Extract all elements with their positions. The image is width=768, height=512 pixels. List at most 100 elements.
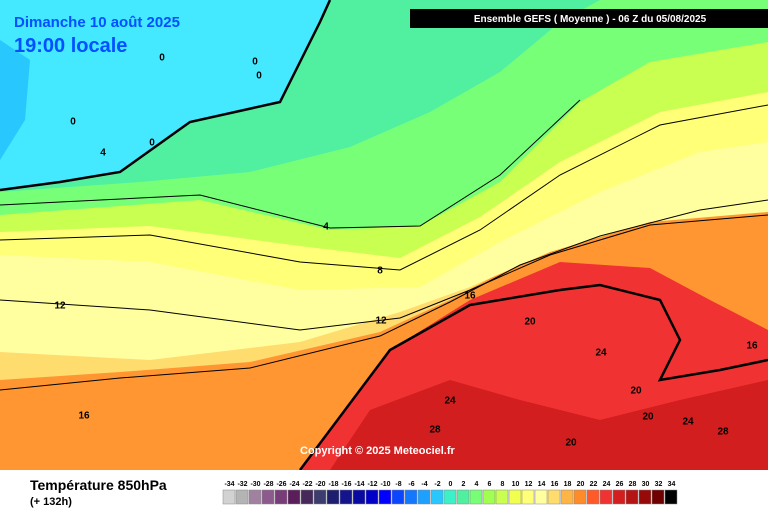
- legend-label: 4: [475, 481, 479, 488]
- header-box: [410, 9, 768, 28]
- hot-region: [330, 380, 768, 470]
- legend-swatch: [287, 489, 301, 505]
- legend-swatch: [651, 489, 665, 505]
- legend-swatch: [378, 489, 392, 505]
- legend-swatch: [456, 489, 470, 505]
- legend-swatch: [339, 489, 353, 505]
- contour-label: 0: [70, 117, 76, 128]
- run-info: Ensemble GEFS ( Moyenne ) - 06 Z du 05/0…: [474, 14, 707, 25]
- contour-label: 12: [54, 301, 66, 312]
- contour-label: 0: [149, 138, 155, 149]
- legend-swatch: [469, 489, 483, 505]
- contour-label: 8: [377, 266, 383, 277]
- legend-label: 28: [629, 481, 637, 488]
- legend-label: -20: [315, 481, 325, 488]
- legend-label: -30: [250, 481, 260, 488]
- legend-label: -32: [237, 481, 247, 488]
- contour-label: 20: [630, 386, 642, 397]
- legend-label: -4: [421, 481, 427, 488]
- legend-swatch: [365, 489, 379, 505]
- date-label: Dimanche 10 août 2025: [14, 14, 180, 31]
- legend-swatch: [443, 489, 457, 505]
- legend-swatch: [313, 489, 327, 505]
- contour-label: 20: [642, 412, 654, 423]
- legend-swatch: [417, 489, 431, 505]
- legend-label: -8: [395, 481, 401, 488]
- legend-label: -34: [224, 481, 234, 488]
- legend-label: -12: [367, 481, 377, 488]
- contour-label: 12: [375, 316, 387, 327]
- contour-label: 0: [252, 57, 258, 68]
- legend-label: 22: [590, 481, 598, 488]
- legend-label: 18: [564, 481, 572, 488]
- time-label: 19:00 locale: [14, 35, 127, 57]
- contour-label: 24: [595, 348, 607, 359]
- legend-swatch: [248, 489, 262, 505]
- legend-swatch: [638, 489, 652, 505]
- contour-label: 20: [524, 317, 536, 328]
- legend-label: -14: [354, 481, 364, 488]
- legend-label: 32: [655, 481, 663, 488]
- contour-label: 0: [256, 71, 262, 82]
- legend-label: 6: [488, 481, 492, 488]
- legend-swatch: [391, 489, 405, 505]
- legend-swatch: [235, 489, 249, 505]
- legend-label: 2: [462, 481, 466, 488]
- contour-label: 16: [746, 341, 758, 352]
- contour-label: 4: [100, 148, 106, 159]
- legend-label: 8: [501, 481, 505, 488]
- contour-4: [0, 99, 581, 229]
- contour-label: 4: [323, 222, 329, 233]
- legend-swatch: [508, 489, 522, 505]
- legend-swatch: [482, 489, 496, 505]
- legend-swatch: [612, 489, 626, 505]
- contour-label: 28: [717, 427, 729, 438]
- legend-swatch: [573, 489, 587, 505]
- legend-swatch: [599, 489, 613, 505]
- legend-swatch: [430, 489, 444, 505]
- contour-0: [0, 0, 332, 192]
- legend-swatch: [404, 489, 418, 505]
- legend-label: -26: [276, 481, 286, 488]
- contour-8: [0, 104, 768, 271]
- legend-label: 30: [642, 481, 650, 488]
- legend-label: -18: [328, 481, 338, 488]
- legend-swatch: [274, 489, 288, 505]
- contour-label: 24: [682, 417, 694, 428]
- contour-label: 20: [565, 438, 577, 449]
- legend-label: -24: [289, 481, 299, 488]
- legend-swatch: [625, 489, 639, 505]
- cold-core: [0, 40, 30, 160]
- contour-12: [0, 214, 768, 331]
- legend-label: 12: [525, 481, 533, 488]
- legend-label: 20: [577, 481, 585, 488]
- legend-swatch: [547, 489, 561, 505]
- legend-swatch: [664, 489, 678, 505]
- contours: [0, 0, 768, 471]
- copyright: Copyright © 2025 Meteociel.fr: [300, 445, 456, 457]
- legend-swatch: [586, 489, 600, 505]
- legend-label: -16: [341, 481, 351, 488]
- contour-20: [299, 283, 768, 471]
- legend-label: 10: [512, 481, 520, 488]
- legend-label: 24: [603, 481, 611, 488]
- legend-swatch: [560, 489, 574, 505]
- legend-swatch: [534, 489, 548, 505]
- cold-region: [0, 0, 330, 190]
- legend-label: -2: [434, 481, 440, 488]
- legend-label: -22: [302, 481, 312, 488]
- legend-swatch: [222, 489, 236, 505]
- legend-label: 16: [551, 481, 559, 488]
- legend-label: -10: [380, 481, 390, 488]
- legend-label: 14: [538, 481, 546, 488]
- legend-label: 34: [668, 481, 676, 488]
- legend-swatch: [521, 489, 535, 505]
- legend-label: -6: [408, 481, 414, 488]
- lead-label: (+ 132h): [30, 496, 72, 508]
- variable-label: Température 850hPa: [30, 477, 167, 493]
- legend-swatch: [300, 489, 314, 505]
- legend-swatch: [352, 489, 366, 505]
- contour-label: 0: [159, 53, 165, 64]
- legend-label: 26: [616, 481, 624, 488]
